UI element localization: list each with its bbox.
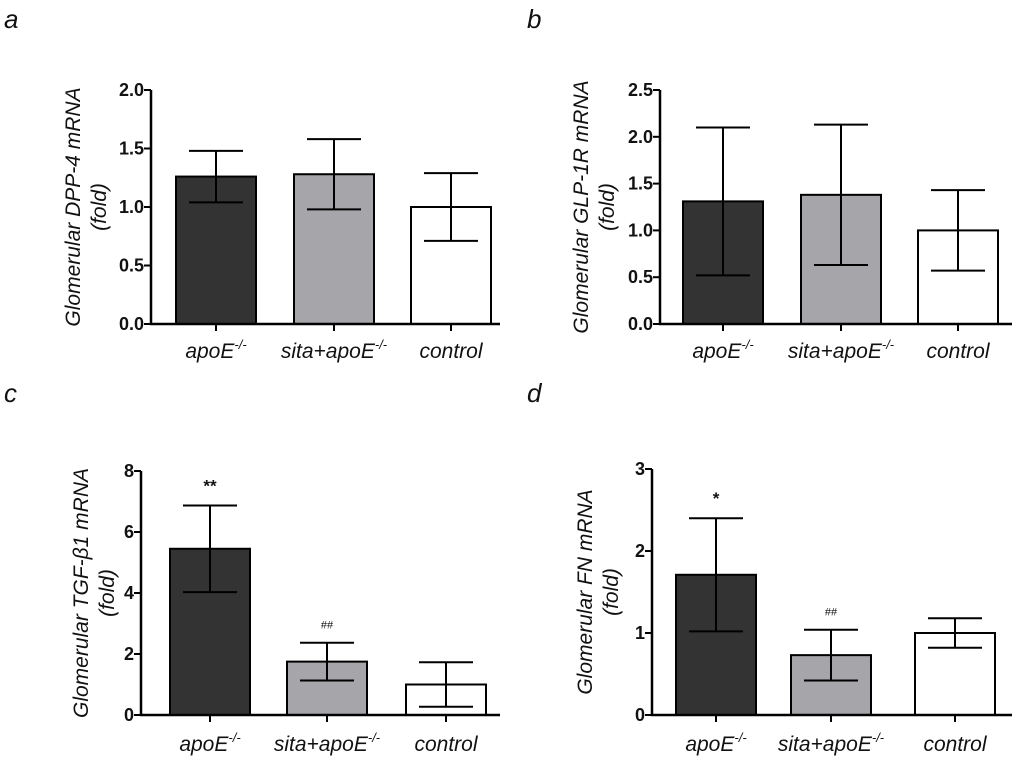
y-tick-label: 0.5: [628, 267, 653, 287]
category-label-superscript: -/-: [741, 337, 754, 352]
y-tick-label: 0: [124, 705, 134, 725]
category-label-base: control: [419, 340, 483, 363]
error-bar-3: [931, 189, 985, 272]
y-axis-label: Glomerular GLP-1R mRNA (fold): [570, 80, 619, 333]
category-label-base: apoE: [185, 340, 235, 363]
panel-letter: b: [527, 4, 541, 34]
category-label-1: apoE-/-: [692, 337, 754, 363]
category-label-base: apoE: [692, 340, 742, 363]
panel-letter: c: [4, 378, 17, 408]
y-axis-label-line2: (fold): [88, 183, 111, 231]
y-tick-label: 0: [635, 705, 645, 725]
category-label-2: sita+apoE-/-: [778, 730, 885, 756]
y-tick-label: 1: [635, 623, 645, 643]
category-label-3: control: [419, 340, 483, 363]
category-label-base: sita+apoE: [281, 340, 376, 363]
error-bar-2: [307, 138, 361, 211]
y-tick-label: 1.5: [628, 174, 653, 194]
y-axis-label-line1: Glomerular DPP-4 mRNA: [62, 87, 85, 326]
panel-c: c Glomerular TGF-β1 mRNA (fold) ** ## 0 2 4 6 8 ap…: [4, 378, 500, 756]
panel-a: a Glomerular DPP-4 mRNA (fold) 0.0 0.5 1.0 1.5…: [4, 4, 500, 363]
error-bar-3: [424, 172, 478, 242]
category-label-1: apoE-/-: [685, 730, 747, 756]
y-tick-label: 4: [124, 583, 134, 603]
error-bar-2: [300, 641, 354, 682]
category-label-base: sita+apoE: [274, 733, 369, 756]
panel-letter: a: [4, 4, 18, 34]
significance-mark-1: **: [203, 476, 217, 495]
category-label-1: apoE-/-: [185, 337, 247, 363]
category-label-3: control: [414, 733, 478, 756]
category-label-base: control: [923, 733, 987, 756]
category-label-superscript: -/-: [882, 337, 895, 352]
y-tick-label: 3: [635, 459, 645, 479]
error-bar-1: [689, 517, 743, 633]
error-bar-1: [696, 126, 750, 277]
y-tick-label: 2: [124, 644, 134, 664]
y-axis-label-line2: (fold): [96, 569, 119, 617]
y-tick-label: 2.5: [628, 80, 653, 100]
category-label-2: sita+apoE-/-: [281, 337, 388, 363]
error-bar-1: [183, 504, 237, 594]
y-axis-label-line2: (fold): [596, 183, 619, 231]
category-label-1: apoE-/-: [179, 730, 241, 756]
category-label-base: control: [414, 733, 478, 756]
category-label-base: apoE: [179, 733, 229, 756]
y-axis-label: Glomerular DPP-4 mRNA (fold): [62, 87, 111, 326]
y-axis-label: Glomerular FN mRNA (fold): [574, 489, 623, 694]
y-axis-label-line1: Glomerular TGF-β1 mRNA: [70, 468, 93, 718]
y-axis-label-line1: Glomerular GLP-1R mRNA: [570, 80, 593, 333]
y-tick-label: 2.0: [628, 127, 653, 147]
y-tick-label: 0.0: [628, 314, 653, 334]
y-tick-label: 2: [635, 541, 645, 561]
y-tick-label: 1.5: [119, 139, 144, 159]
category-label-superscript: -/-: [734, 730, 747, 745]
category-label-superscript: -/-: [368, 730, 381, 745]
category-label-3: control: [923, 733, 987, 756]
panel-b: b Glomerular GLP-1R mRNA (fold) 0.0 0.5 1.0 1.…: [527, 4, 1012, 363]
error-bar-3: [419, 661, 473, 708]
y-tick-label: 6: [124, 522, 134, 542]
category-label-2: sita+apoE-/-: [788, 337, 895, 363]
category-label-base: sita+apoE: [778, 733, 873, 756]
category-label-2: sita+apoE-/-: [274, 730, 381, 756]
error-bar-3: [928, 617, 982, 649]
y-tick-label: 0.5: [119, 256, 144, 276]
category-label-superscript: -/-: [375, 337, 388, 352]
y-tick-label: 1.0: [119, 197, 144, 217]
y-tick-label: 0.0: [119, 314, 144, 334]
y-tick-label: 1.0: [628, 220, 653, 240]
significance-mark-2: ##: [825, 607, 838, 619]
significance-mark-1: *: [713, 489, 720, 508]
y-tick-label: 8: [124, 461, 134, 481]
category-label-superscript: -/-: [234, 337, 247, 352]
category-label-base: sita+apoE: [788, 340, 883, 363]
panel-letter: d: [527, 378, 543, 408]
category-label-superscript: -/-: [228, 730, 241, 745]
category-label-superscript: -/-: [872, 730, 885, 745]
y-axis-label-line1: Glomerular FN mRNA: [574, 489, 597, 694]
error-bar-2: [804, 628, 858, 682]
y-tick-label: 2.0: [119, 80, 144, 100]
y-axis-label: Glomerular TGF-β1 mRNA (fold): [70, 468, 119, 718]
category-label-base: control: [926, 340, 990, 363]
error-bar-1: [189, 149, 243, 204]
error-bar-2: [814, 123, 868, 267]
y-axis-label-line2: (fold): [600, 568, 623, 616]
category-label-base: apoE: [685, 733, 735, 756]
category-label-3: control: [926, 340, 990, 363]
significance-mark-2: ##: [321, 620, 334, 632]
